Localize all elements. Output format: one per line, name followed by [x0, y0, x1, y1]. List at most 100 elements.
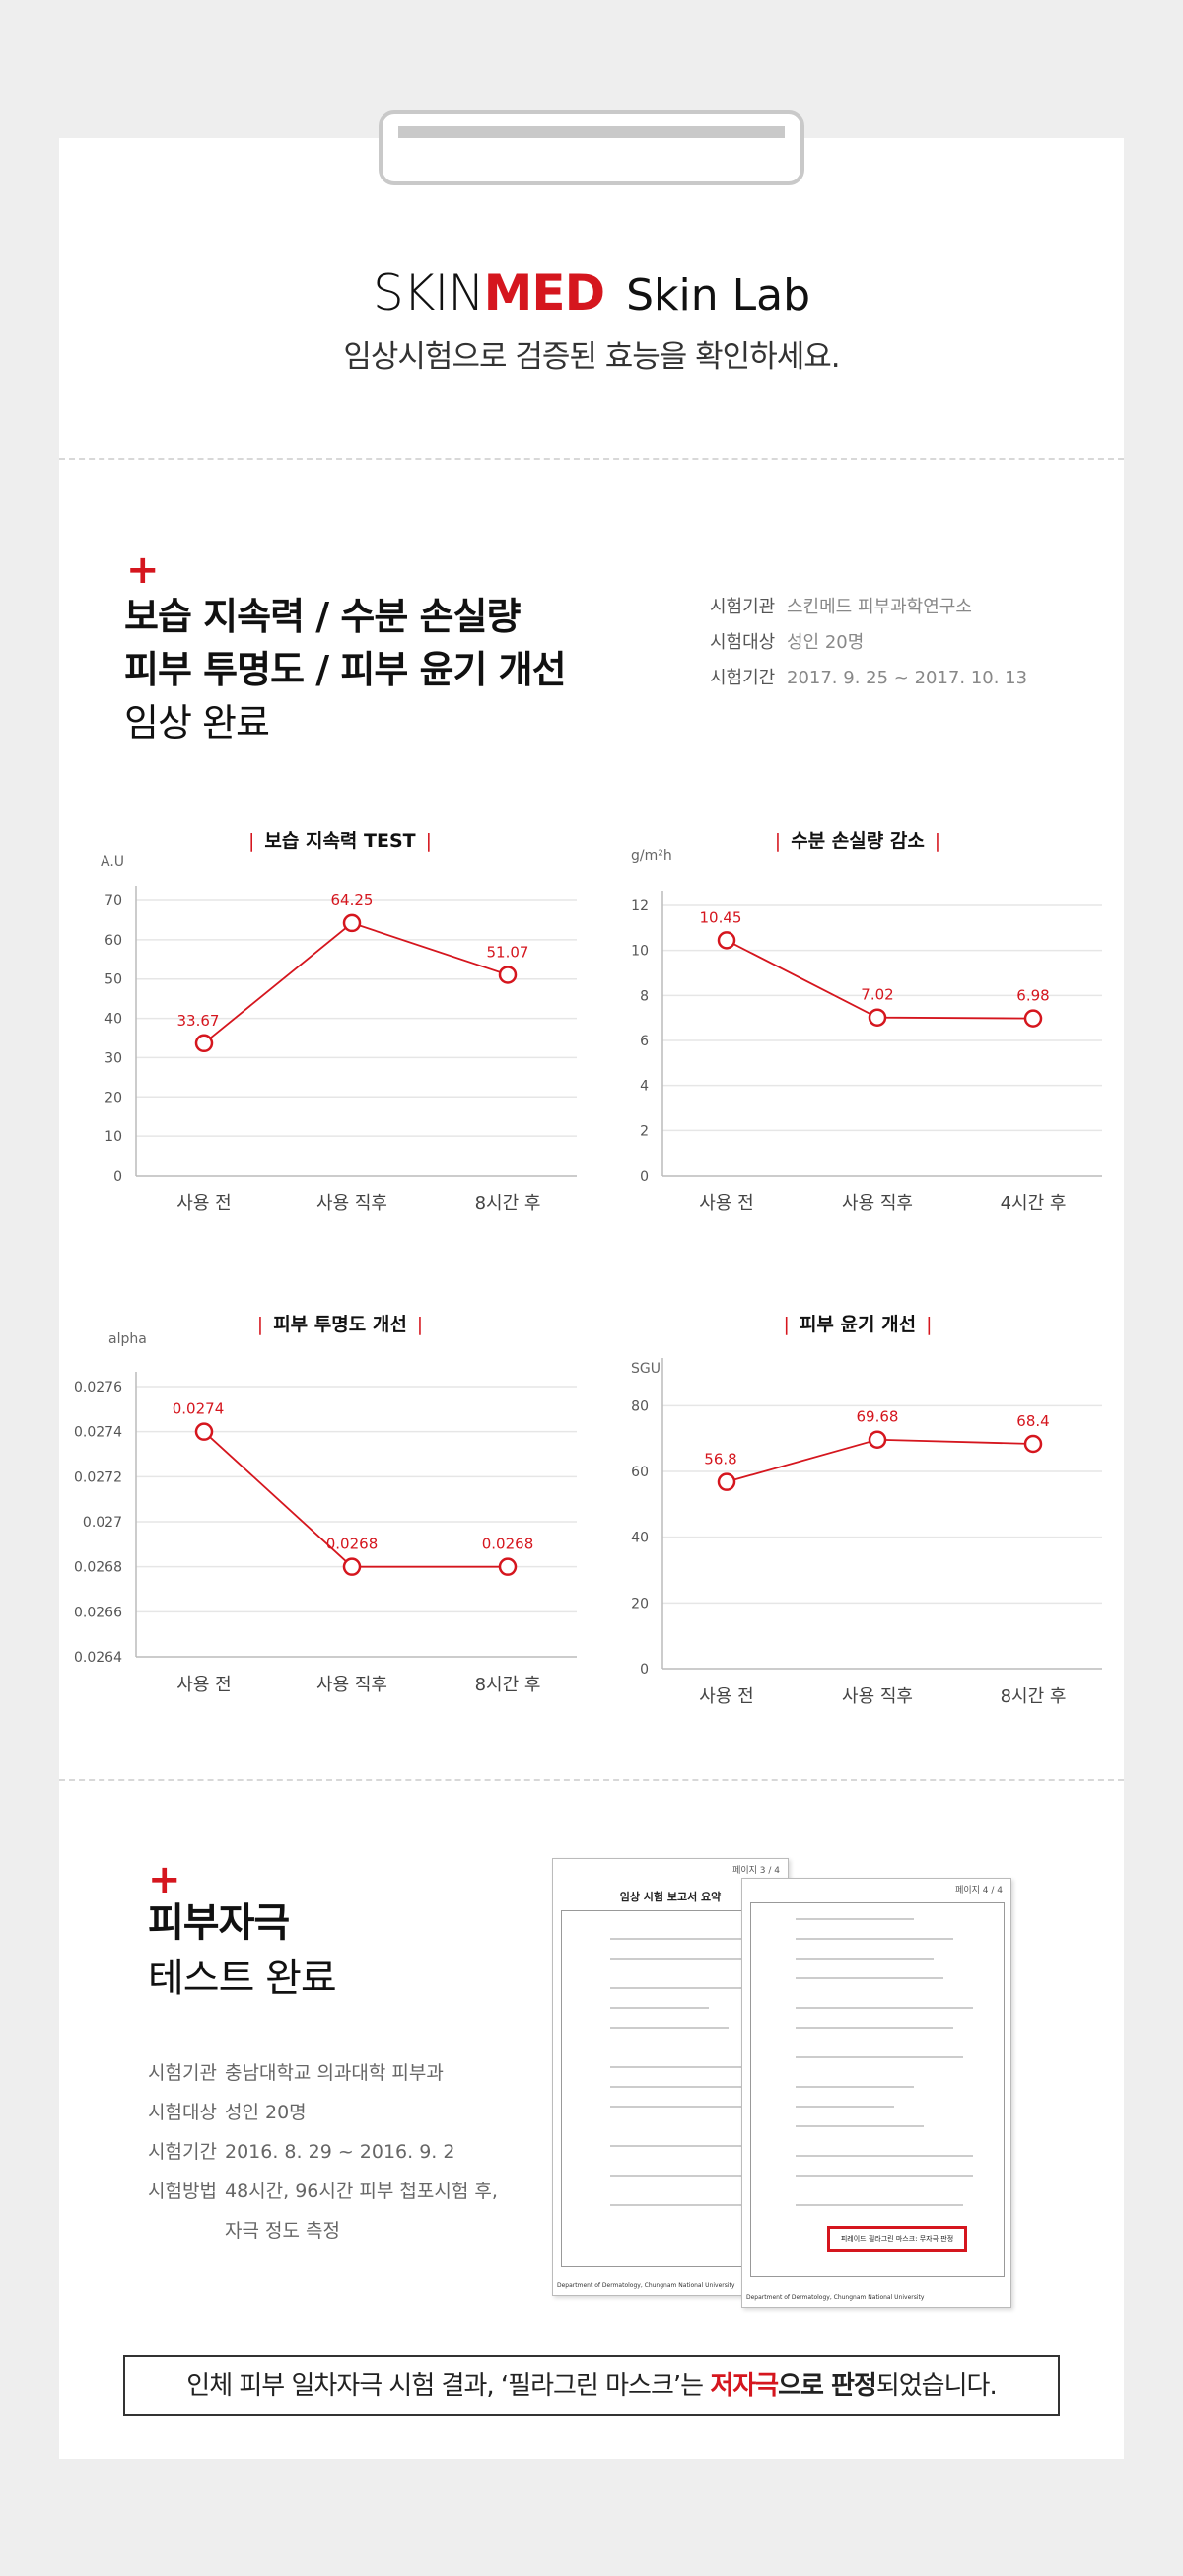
- irritation-title: 피부자극 테스트 완료: [148, 1896, 337, 2006]
- clinical-info: 시험기관 스킨메드 피부과학연구소 시험대상 성인 20명 시험기간 2017. 9.…: [710, 590, 1027, 696]
- clinical-title-line3: 임상 완료: [124, 701, 270, 745]
- chart-title: | 보습 지속력 TEST |: [247, 830, 433, 852]
- x-tick-label: 8시간 후: [1001, 1686, 1067, 1707]
- data-point: [717, 1472, 736, 1491]
- y-tick-label: 4: [640, 1079, 649, 1095]
- axis-unit-label: alpha: [108, 1331, 147, 1347]
- y-tick-label: 60: [631, 1465, 649, 1480]
- report-document-front: 페이지 4 / 4 피레이드 필라그린 마스크: 무자극 판정 Departme…: [741, 1878, 1011, 2308]
- clipboard-clip-icon: [379, 110, 804, 185]
- data-point: [1023, 1009, 1043, 1028]
- y-tick-label: 60: [104, 933, 122, 949]
- y-tick-label: 20: [104, 1090, 122, 1106]
- data-label: 51.07: [487, 943, 529, 961]
- y-tick-label: 0.0276: [74, 1380, 122, 1395]
- y-tick-label: 0.0266: [74, 1605, 122, 1620]
- y-tick-label: 0: [640, 1662, 649, 1678]
- y-tick-label: 2: [640, 1123, 649, 1139]
- x-tick-label: 8시간 후: [475, 1675, 541, 1695]
- data-label: 0.0274: [173, 1400, 225, 1418]
- info-row: 시험기간 2016. 8. 29 ~ 2016. 9. 2: [148, 2141, 455, 2163]
- info-row: 자극 정도 측정: [225, 2220, 340, 2242]
- brand-logo: SKINMED Skin Lab: [0, 264, 1183, 322]
- y-tick-label: 40: [631, 1531, 649, 1546]
- data-label: 68.4: [1016, 1412, 1049, 1430]
- x-tick-label: 사용 전: [699, 1686, 753, 1707]
- divider: [59, 458, 1124, 460]
- y-tick-label: 6: [640, 1034, 649, 1049]
- y-tick-label: 30: [104, 1050, 122, 1066]
- info-key: 시험대상: [710, 632, 776, 653]
- data-point: [194, 1422, 214, 1441]
- irritation-info: 시험기관 충남대학교 의과대학 피부과 시험대상 성인 20명 시험기간 2016. …: [148, 2053, 498, 2251]
- brand-lab: Skin Lab: [626, 270, 811, 321]
- x-tick-label: 사용 직후: [316, 1193, 387, 1214]
- info-row: 시험기간 2017. 9. 25 ~ 2017. 10. 13: [710, 661, 1027, 696]
- y-tick-label: 70: [104, 894, 122, 909]
- info-value: 스킨메드 피부과학연구소: [787, 597, 972, 617]
- chart-gloss: | 피부 윤기 개선 |: [592, 1310, 1124, 1336]
- data-label: 69.68: [857, 1408, 899, 1426]
- axis-unit-label: A.U: [101, 854, 124, 870]
- data-point: [1023, 1434, 1043, 1454]
- conclusion-highlight: 저자극: [710, 2371, 779, 2400]
- y-tick-label: 0.027: [83, 1515, 122, 1531]
- clinical-title-line1: 보습 지속력 / 수분 손실량: [124, 595, 521, 638]
- plus-icon: +: [148, 1857, 181, 1902]
- info-row: 시험방법 48시간, 96시간 피부 첩포시험 후,: [148, 2181, 498, 2202]
- y-tick-label: 0.0264: [74, 1650, 122, 1666]
- chart-title: | 피부 윤기 개선 |: [783, 1314, 933, 1335]
- brand-med: MED: [483, 264, 605, 322]
- data-point: [342, 1557, 362, 1576]
- y-tick-label: 20: [631, 1596, 649, 1611]
- report-result-highlight: 피레이드 필라그린 마스크: 무자극 판정: [827, 2226, 967, 2252]
- x-tick-label: 8시간 후: [475, 1193, 541, 1214]
- series-line: [726, 939, 1034, 1020]
- y-tick-label: 12: [631, 898, 649, 914]
- y-tick-label: 0.0268: [74, 1560, 122, 1576]
- info-value: 성인 20명: [787, 632, 865, 653]
- data-point: [498, 966, 518, 984]
- irritation-title-line2: 테스트 완료: [148, 1956, 337, 2001]
- y-tick-label: 10: [104, 1129, 122, 1145]
- chart-clarity: | 피부 투명도 개선 |: [59, 1310, 592, 1336]
- y-tick-label: 0: [113, 1169, 122, 1184]
- y-tick-label: 40: [104, 1012, 122, 1028]
- data-point: [868, 1008, 887, 1027]
- axis-unit-label: g/m²h: [631, 848, 672, 864]
- data-label: 56.8: [704, 1451, 736, 1468]
- conclusion-bold: 으로 판정: [778, 2371, 877, 2400]
- data-label: 0.0268: [482, 1536, 534, 1553]
- x-tick-label: 사용 직후: [842, 1193, 913, 1214]
- data-point: [194, 1034, 214, 1053]
- info-row: 시험기관 스킨메드 피부과학연구소: [710, 590, 1027, 625]
- y-tick-label: 10: [631, 944, 649, 960]
- data-label: 10.45: [700, 908, 742, 926]
- data-label: 6.98: [1016, 987, 1049, 1005]
- x-tick-label: 사용 직후: [842, 1686, 913, 1707]
- conclusion-box: 인체 피부 일차자극 시험 결과, ‘필라그린 마스크’는 저자극으로 판정되었…: [123, 2355, 1060, 2416]
- data-label: 64.25: [331, 892, 374, 909]
- info-key: 시험기간: [710, 668, 776, 688]
- irritation-title-line1: 피부자극: [148, 1900, 290, 1946]
- data-point: [342, 913, 362, 933]
- conclusion-text-end: 되었습니다.: [875, 2371, 998, 2400]
- series-line: [203, 921, 509, 1044]
- chart-moisture: | 보습 지속력 TEST |: [59, 826, 592, 853]
- clinical-title-line2: 피부 투명도 / 피부 윤기 개선: [124, 648, 567, 691]
- x-tick-label: 사용 전: [699, 1193, 753, 1214]
- conclusion-text: 인체 피부 일차자극 시험 결과, ‘필라그린 마스크’는: [186, 2371, 711, 2400]
- chart-water-loss: | 수분 손실량 감소 |: [592, 826, 1124, 853]
- data-point: [868, 1430, 887, 1449]
- data-label: 0.0268: [326, 1536, 379, 1553]
- info-row: 시험기관 충남대학교 의과대학 피부과: [148, 2062, 444, 2084]
- y-tick-label: 0.0274: [74, 1425, 122, 1441]
- y-tick-label: 80: [631, 1398, 649, 1414]
- info-key: 시험기관: [710, 597, 776, 617]
- data-label: 33.67: [177, 1012, 220, 1030]
- data-label: 7.02: [861, 986, 893, 1004]
- info-row: 시험대상 성인 20명: [710, 625, 1027, 661]
- y-tick-label: 8: [640, 988, 649, 1004]
- plus-icon: +: [126, 547, 160, 593]
